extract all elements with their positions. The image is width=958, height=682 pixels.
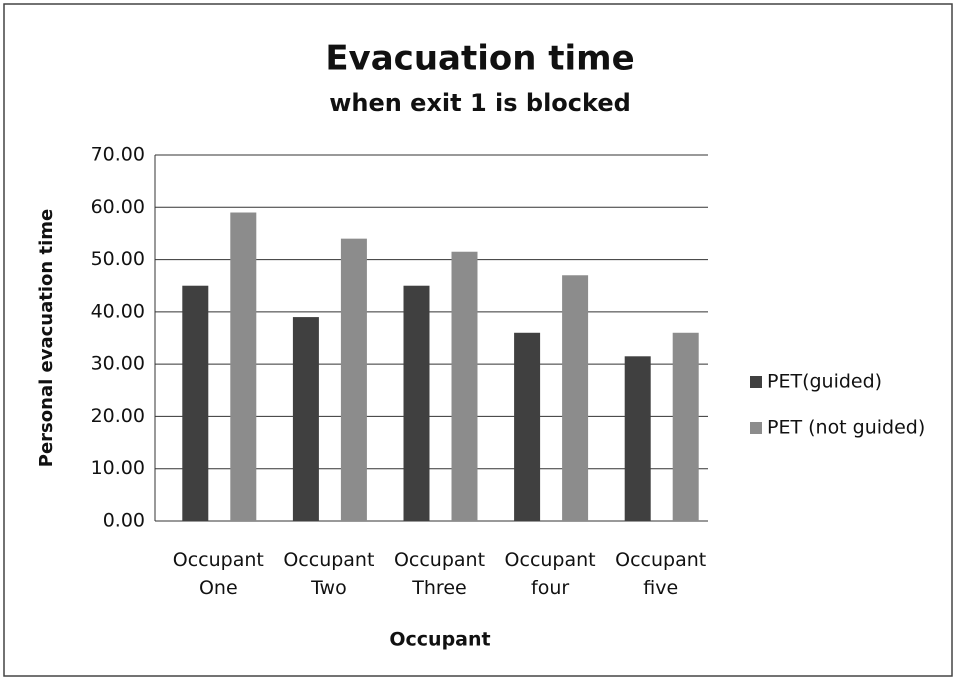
bar — [562, 275, 589, 521]
chart-frame — [3, 3, 953, 677]
y-tick-label: 60.00 — [91, 196, 145, 218]
bar — [624, 356, 651, 521]
bar — [514, 332, 541, 521]
legend-swatch — [750, 376, 762, 388]
bar — [340, 238, 367, 521]
bar — [672, 332, 699, 521]
legend-label: PET(guided) — [767, 371, 882, 393]
y-tick-label: 20.00 — [91, 405, 145, 427]
bar — [451, 251, 478, 521]
x-tick-label: Occupant Two — [283, 549, 375, 599]
legend-swatch — [750, 422, 762, 434]
bar — [403, 285, 430, 521]
y-axis-label: Personal evacuation time — [36, 209, 57, 467]
y-tick-label: 10.00 — [91, 457, 145, 479]
y-tick-label: 70.00 — [91, 144, 145, 166]
chart-subtitle: when exit 1 is blocked — [329, 89, 631, 117]
y-tick-label: 30.00 — [91, 353, 145, 375]
chart-title: Evacuation time — [325, 39, 634, 79]
x-tick-label: Occupant four — [504, 549, 596, 599]
y-tick-label: 50.00 — [91, 248, 145, 270]
x-tick-label: Occupant One — [172, 549, 264, 599]
x-axis-label: Occupant — [389, 629, 490, 651]
bar — [292, 317, 319, 521]
x-tick-label: Occupant Three — [393, 549, 486, 599]
y-tick-label: 0.00 — [103, 510, 145, 532]
x-tick-label: Occupant five — [615, 549, 707, 599]
bar — [230, 212, 257, 521]
bar — [182, 285, 209, 521]
legend-label: PET (not guided) — [767, 417, 925, 439]
y-tick-label: 40.00 — [91, 300, 145, 322]
